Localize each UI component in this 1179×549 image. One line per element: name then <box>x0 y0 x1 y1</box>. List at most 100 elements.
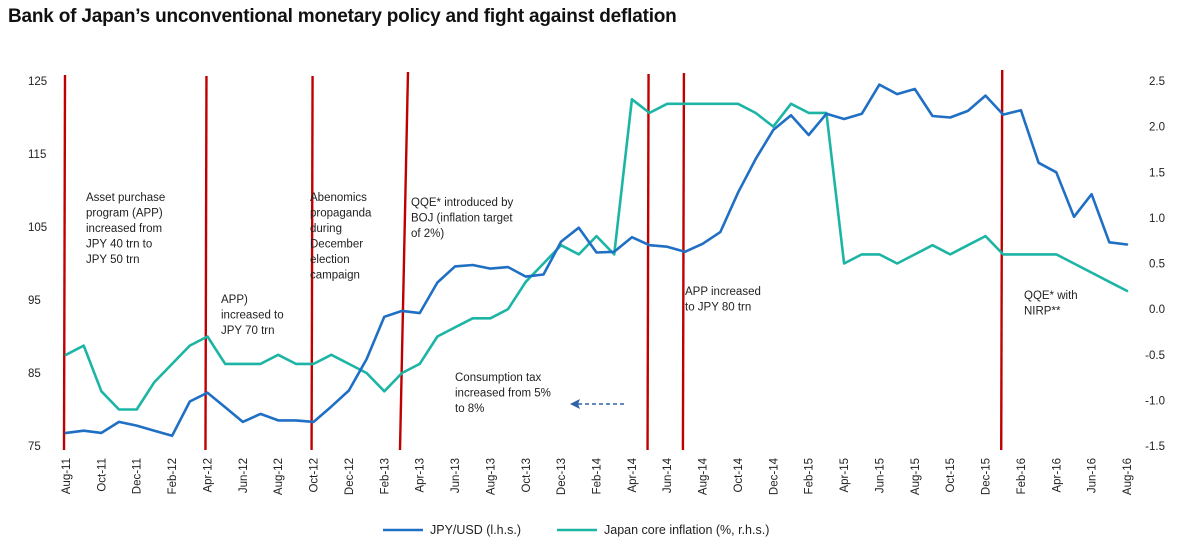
annotation-line: increased to <box>221 310 284 322</box>
x-axis: Aug-11 Oct-11 Dec-11 Feb-12 Apr-12 Jun-12 Aug-… <box>61 457 1134 495</box>
x-tick-label: Feb-12 <box>167 458 179 494</box>
x-tick-label: Apr-13 <box>415 458 427 493</box>
policy-event-line <box>646 73 650 451</box>
x-tick-label: Aug-12 <box>273 458 285 495</box>
annotation-line: JPY 40 trn to <box>86 239 152 251</box>
annotation-line: QQE* with <box>1024 290 1078 302</box>
annotation: APP increased to JPY 80 trn <box>685 286 761 314</box>
x-tick-label: Oct-14 <box>733 457 745 492</box>
x-tick-label: Dec-13 <box>556 458 568 495</box>
annotation-line: Consumption tax <box>455 372 542 384</box>
core-inflation-series-line <box>64 98 1129 411</box>
left-y-tick-label: 85 <box>28 368 41 380</box>
annotation-line: of 2%) <box>411 228 444 240</box>
right-y-tick-label: -1.0 <box>1145 395 1165 407</box>
annotation-line: program (APP) <box>86 208 163 220</box>
x-tick-label: Feb-14 <box>592 457 604 494</box>
policy-event-line <box>204 75 208 451</box>
policy-event-line <box>1000 69 1004 451</box>
annotation: APP) increased to JPY 70 trn <box>221 294 284 337</box>
policy-event-line <box>398 71 410 451</box>
right-y-tick-label: 0.0 <box>1149 304 1165 316</box>
x-tick-label: Aug-13 <box>485 458 497 495</box>
policy-event-line <box>310 75 314 451</box>
annotation-line: to JPY 80 trn <box>685 302 751 314</box>
annotation-line: propaganda <box>310 208 372 220</box>
x-tick-label: Jun-16 <box>1087 458 1099 493</box>
legend-label: Japan core inflation (%, r.h.s.) <box>604 523 769 537</box>
annotation-line: Abenomics <box>310 192 367 204</box>
annotation-line: increased from 5% <box>455 388 551 400</box>
x-tick-label: Jun-12 <box>238 458 250 493</box>
x-tick-label: Oct-15 <box>945 458 957 493</box>
x-tick-label: Aug-11 <box>61 458 73 494</box>
annotation-line: JPY 70 trn <box>221 325 275 337</box>
left-y-tick-label: 75 <box>28 441 41 453</box>
annotation-line: Asset purchase <box>86 192 165 204</box>
annotations: Asset purchase program (APP) increased fro… <box>86 192 1078 415</box>
legend-label: JPY/USD (l.h.s.) <box>430 523 521 537</box>
annotation: Asset purchase program (APP) increased fro… <box>86 192 165 266</box>
annotation-line: QQE* introduced by <box>411 197 514 209</box>
x-tick-label: Oct-11 <box>96 458 108 492</box>
chart-title: Bank of Japan’s unconventional monetary … <box>8 6 677 27</box>
right-y-tick-label: 1.0 <box>1149 213 1165 225</box>
x-tick-label: Apr-14 <box>627 457 639 492</box>
left-y-axis: 125 115 105 95 85 75 <box>28 76 47 453</box>
right-y-tick-label: 2.5 <box>1149 76 1165 88</box>
legend-item: Japan core inflation (%, r.h.s.) <box>557 523 769 537</box>
right-y-tick-label: -1.5 <box>1145 441 1165 453</box>
left-y-tick-label: 105 <box>28 222 47 234</box>
x-tick-label: Feb-15 <box>804 458 816 494</box>
x-tick-label: Aug-16 <box>1122 458 1134 495</box>
annotation-line: increased from <box>86 223 162 235</box>
right-y-tick-label: -0.5 <box>1145 350 1165 362</box>
left-y-tick-label: 125 <box>28 76 47 88</box>
left-y-tick-label: 95 <box>28 295 41 307</box>
annotation-line: NIRP** <box>1024 306 1061 318</box>
x-tick-label: Dec-14 <box>768 457 780 495</box>
annotation-line: during <box>310 223 342 235</box>
x-tick-label: Jun-14 <box>662 457 674 493</box>
x-tick-label: Dec-12 <box>344 458 356 495</box>
annotation-line: BOJ (inflation target <box>411 213 513 225</box>
annotation-line: December <box>310 239 363 251</box>
right-y-tick-label: 1.5 <box>1149 167 1165 179</box>
x-tick-label: Feb-16 <box>1016 458 1028 494</box>
annotation-line: campaign <box>310 270 360 282</box>
annotation: QQE* introduced by BOJ (inflation target o… <box>411 197 514 240</box>
annotation-line: to 8% <box>455 403 484 415</box>
annotation: QQE* with NIRP** <box>1024 290 1078 318</box>
x-tick-label: Oct-12 <box>309 458 321 493</box>
policy-event-line <box>62 74 67 451</box>
x-tick-label: Dec-11 <box>132 458 144 494</box>
x-tick-label: Dec-15 <box>981 458 993 495</box>
annotation-line: APP) <box>221 294 248 306</box>
annotation: Abenomics propaganda during December electio… <box>310 192 372 282</box>
x-tick-label: Oct-13 <box>521 458 533 493</box>
jpy-usd-series-line <box>64 83 1129 438</box>
x-tick-label: Jun-15 <box>874 458 886 493</box>
x-tick-label: Feb-13 <box>379 458 391 494</box>
series-lines <box>64 83 1129 438</box>
policy-event-lines <box>62 69 1004 451</box>
x-tick-label: Aug-15 <box>910 458 922 495</box>
annotation-line: election <box>310 254 350 266</box>
dashed-arrow <box>570 399 624 409</box>
right-y-axis: 2.5 2.0 1.5 1.0 0.5 0.0 -0.5 -1.0 -1.5 <box>1145 76 1165 453</box>
x-tick-label: Jun-13 <box>450 458 462 493</box>
x-tick-label: Apr-12 <box>202 458 214 493</box>
x-tick-label: Apr-16 <box>1051 458 1063 493</box>
left-y-tick-label: 115 <box>28 149 46 161</box>
x-tick-label: Aug-14 <box>698 457 710 495</box>
legend-item: JPY/USD (l.h.s.) <box>383 523 521 537</box>
right-y-tick-label: 2.0 <box>1149 122 1165 134</box>
annotation-line: JPY 50 trn <box>86 254 140 266</box>
policy-event-line <box>681 72 686 451</box>
annotation-line: APP increased <box>685 286 761 298</box>
annotation: Consumption tax increased from 5% to 8% <box>455 372 551 415</box>
x-tick-label: Apr-15 <box>839 458 851 493</box>
right-y-tick-label: 0.5 <box>1149 259 1165 271</box>
legend: JPY/USD (l.h.s.) Japan core inflation (%,… <box>383 523 769 537</box>
